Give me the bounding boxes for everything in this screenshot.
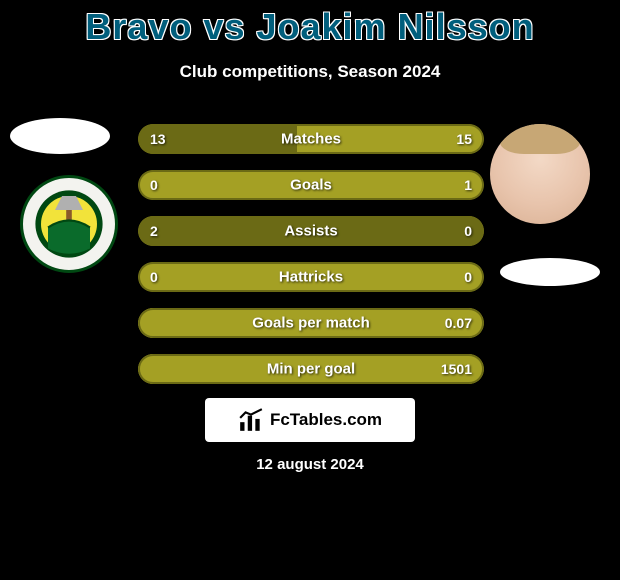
player-left-shadow [10, 118, 110, 154]
page-title: Bravo vs Joakim Nilsson [0, 0, 620, 48]
stat-row: 1501Min per goal [138, 354, 484, 384]
stat-label: Goals [138, 177, 484, 194]
stat-row: 00Hattricks [138, 262, 484, 292]
stat-label: Hattricks [138, 269, 484, 286]
stat-row: 01Goals [138, 170, 484, 200]
player-left-team-logo [20, 175, 118, 273]
stat-label: Matches [138, 131, 484, 148]
timbers-icon [34, 189, 104, 259]
player-right-avatar [490, 124, 590, 224]
stat-label: Assists [138, 223, 484, 240]
chart-icon [238, 407, 264, 433]
player-right-shadow [500, 258, 600, 286]
stat-label: Goals per match [138, 315, 484, 332]
stats-container: 1315Matches 01Goals 20Assists 00Hattricks 0.… [138, 124, 484, 400]
subtitle: Club competitions, Season 2024 [0, 62, 620, 82]
stat-label: Min per goal [138, 361, 484, 378]
avatar-hair [500, 124, 580, 154]
stat-row: 1315Matches [138, 124, 484, 154]
footer-date: 12 august 2024 [0, 456, 620, 473]
stat-row: 20Assists [138, 216, 484, 246]
stat-row: 0.07Goals per match [138, 308, 484, 338]
footer-brand-badge: FcTables.com [205, 398, 415, 442]
footer-brand-text: FcTables.com [270, 410, 382, 430]
